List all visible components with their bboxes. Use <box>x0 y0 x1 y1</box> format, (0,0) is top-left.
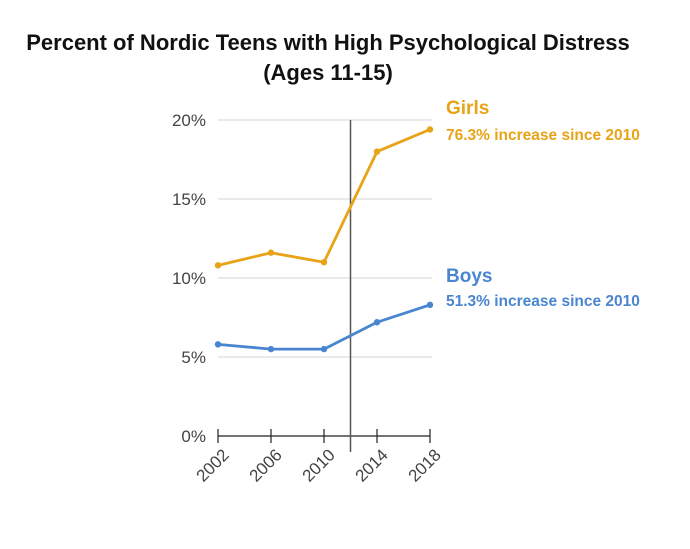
data-point <box>267 249 275 256</box>
series-annotation: 76.3% increase since 2010 <box>446 127 640 144</box>
data-point <box>267 345 275 353</box>
series-group <box>214 126 434 353</box>
y-tick-label: 15% <box>172 190 206 209</box>
data-point <box>426 126 434 133</box>
data-point <box>214 341 222 348</box>
data-point <box>373 319 381 326</box>
y-axis-labels: 0% 5% 10% 15% 20% <box>172 111 206 446</box>
data-point <box>214 262 222 269</box>
x-axis <box>217 120 431 452</box>
gridlines <box>218 119 432 358</box>
y-tick-label: 20% <box>172 111 206 130</box>
data-point <box>320 345 328 353</box>
data-point <box>320 259 328 266</box>
y-tick-label: 0% <box>181 427 206 446</box>
series-line <box>217 303 431 351</box>
y-tick-label: 10% <box>172 269 206 288</box>
series-annotation: 51.3% increase since 2010 <box>446 293 640 310</box>
x-axis-labels: 2002 2006 2010 2014 2018 <box>193 445 445 485</box>
series-name-label: Boys <box>446 266 492 287</box>
chart-subtitle: (Ages 11-15) <box>263 60 393 85</box>
series-name-label: Girls <box>446 98 489 119</box>
chart-title: Percent of Nordic Teens with High Psycho… <box>26 30 630 55</box>
series-labels: Girls 76.3% increase since 2010 Boys 51.3% … <box>446 98 640 310</box>
x-tick-label: 2018 <box>405 445 445 485</box>
y-tick-label: 5% <box>181 348 206 367</box>
x-tick-label: 2010 <box>299 445 339 485</box>
x-tick-label: 2014 <box>352 445 392 485</box>
data-point <box>373 148 381 155</box>
data-point <box>426 301 434 309</box>
x-tick-label: 2006 <box>246 445 286 485</box>
x-tick-label: 2002 <box>193 445 233 485</box>
series-line <box>217 128 431 267</box>
